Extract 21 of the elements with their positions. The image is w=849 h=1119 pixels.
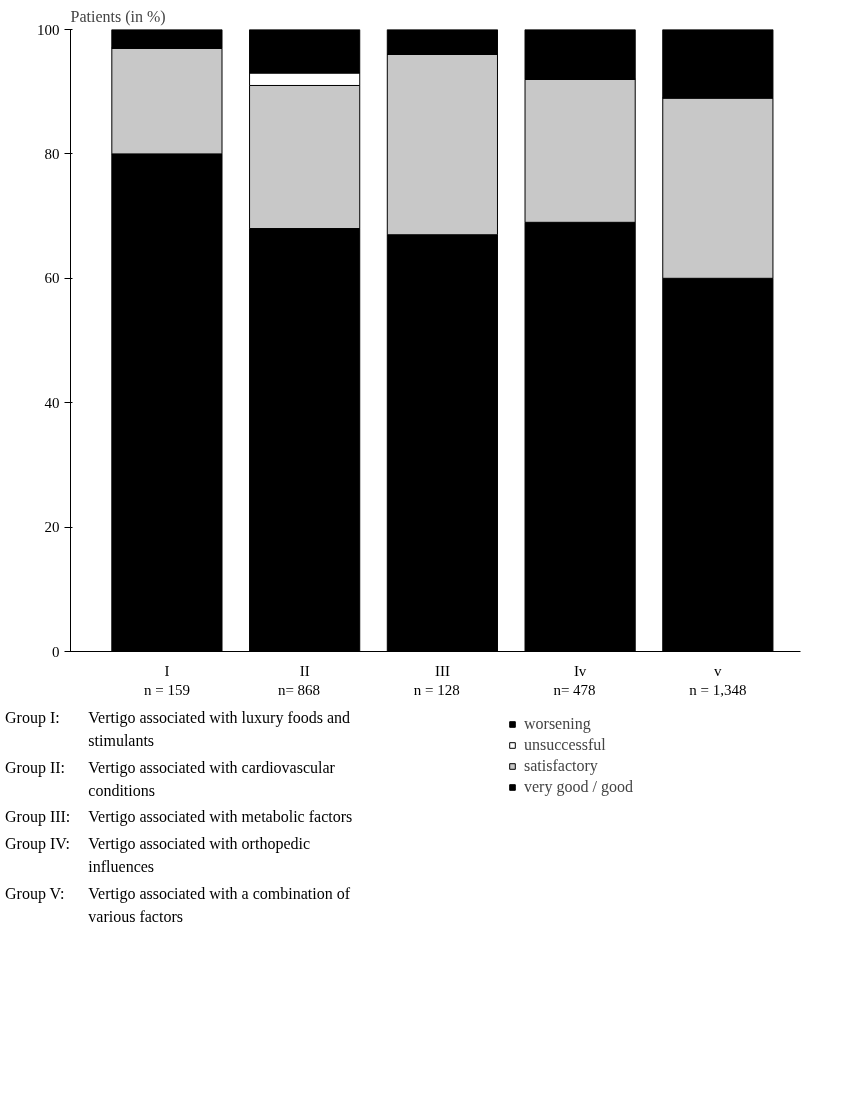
- y-tick-label: 60: [44, 270, 60, 287]
- y-tick-label: 20: [44, 519, 60, 536]
- y-tick-label: 40: [44, 394, 60, 411]
- text: Group IV: Vertigo associated with orthopedic influences: [5, 834, 312, 878]
- legend-label: worsening: [524, 715, 591, 733]
- text: Group V: Vertigo associated with a combination of various factors: [5, 884, 351, 925]
- text: Group I: Vertigo associated with luxury foods and stimulants: [5, 709, 351, 749]
- y-tick-label: 80: [44, 145, 60, 162]
- x-tick-label: II n= 868: [277, 662, 321, 698]
- y-axis-title: Patients (in %): [70, 7, 166, 26]
- text: Group III: Vertigo associated with metabolic factors: [5, 807, 354, 828]
- x-tick-label: v n = 1,348: [689, 662, 747, 698]
- x-tick-label: III n = 128: [413, 662, 460, 698]
- x-tick-label: I n = 159: [143, 662, 190, 698]
- legend-label: unsuccessful: [524, 736, 606, 754]
- y-tick-label: 100: [37, 21, 60, 38]
- x-tick-label: Iv n= 478: [553, 662, 596, 698]
- y-tick-label: 0: [52, 643, 60, 660]
- legend-label: very good / good: [524, 778, 633, 796]
- legend-label: satisfactory: [524, 757, 598, 775]
- text: Group II: Vertigo associated with cardiovascular conditions: [5, 758, 335, 799]
